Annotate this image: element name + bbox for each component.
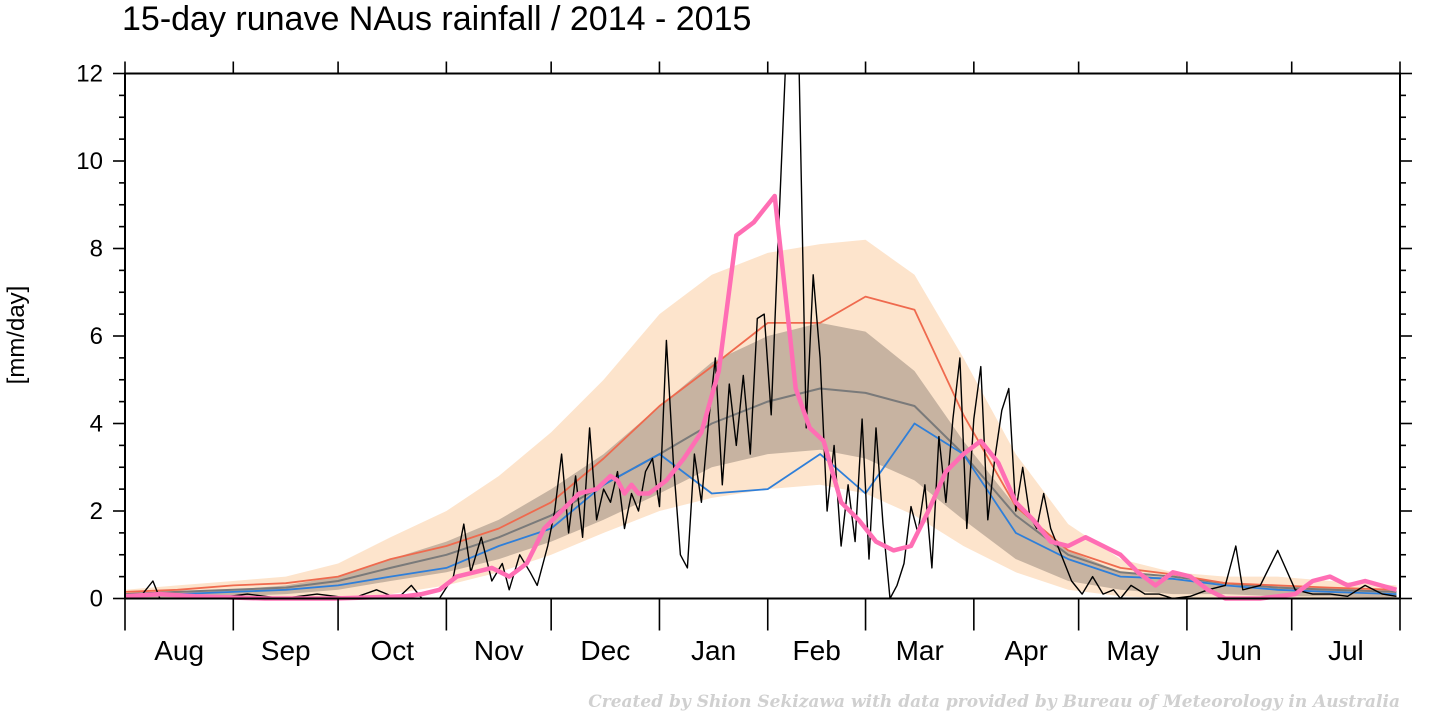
series-line-median <box>124 387 1397 596</box>
x-tick-label: Nov <box>474 635 524 666</box>
x-ticks: Aug Sep Oct Nov Dec Jan Feb Mar Apr May Jun Jul <box>124 61 1401 666</box>
series-line-lower <box>124 422 1397 598</box>
y-tick-label: 10 <box>76 148 103 175</box>
x-tick-label: Dec <box>580 635 630 666</box>
x-tick-label: Jul <box>1328 635 1364 666</box>
y-axis-label: [mm/day] <box>3 286 30 385</box>
x-tick-label: Apr <box>1004 635 1048 666</box>
y-tick-label: 6 <box>90 323 103 350</box>
x-tick-label: May <box>1106 635 1159 666</box>
x-tick-label: Jun <box>1217 635 1262 666</box>
y-tick-label: 0 <box>90 586 103 613</box>
x-tick-label: Mar <box>896 635 944 666</box>
x-tick-label: Aug <box>154 635 204 666</box>
x-tick-label: Sep <box>261 635 311 666</box>
y-tick-label: 12 <box>76 61 103 88</box>
series-line-runave <box>124 193 1398 601</box>
x-tick-label: Jan <box>691 635 736 666</box>
credit-text: Created by Shion Sekizawa with data prov… <box>588 692 1400 712</box>
y-tick-label: 4 <box>90 411 103 438</box>
x-tick-label: Feb <box>793 635 841 666</box>
band-inner <box>125 322 1397 599</box>
y-tick-label: 2 <box>90 498 103 525</box>
x-tick-label: Oct <box>370 635 414 666</box>
y-ticks: 0 2 4 6 8 10 12 <box>76 61 1412 613</box>
climatology-bands <box>125 239 1397 599</box>
chart-title: 15-day runave NAus rainfall / 2014 - 201… <box>122 0 751 38</box>
y-tick-label: 8 <box>90 236 103 263</box>
